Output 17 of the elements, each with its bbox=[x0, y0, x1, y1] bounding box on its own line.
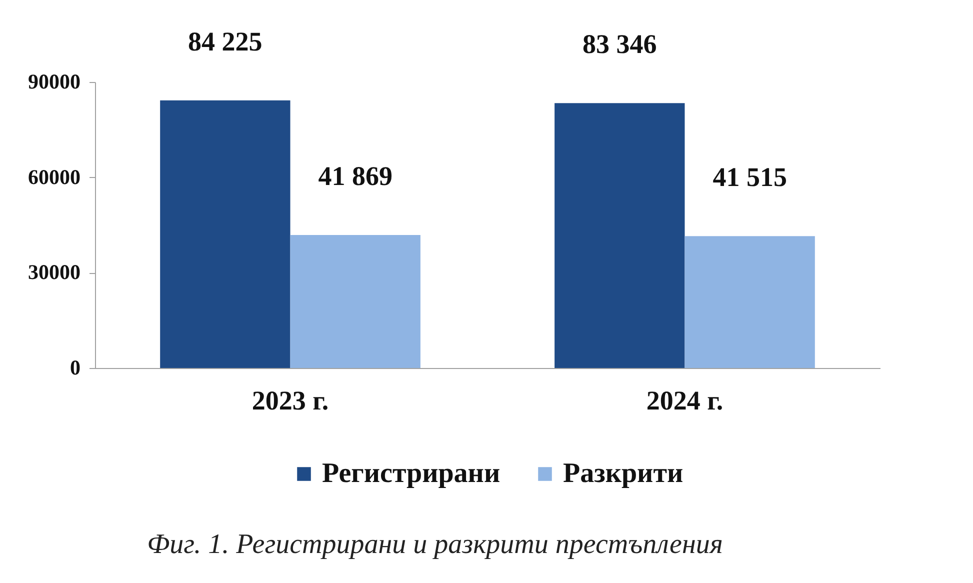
data-label: 83 346 bbox=[582, 29, 657, 60]
data-label: 41 869 bbox=[318, 160, 392, 191]
y-tick-label: 60000 bbox=[28, 164, 80, 189]
bar bbox=[160, 100, 290, 368]
bar bbox=[554, 103, 685, 368]
bar bbox=[290, 234, 420, 368]
legend-label: Регистрирани bbox=[322, 458, 500, 489]
x-tick-label: 2023 г. bbox=[252, 386, 329, 416]
bar bbox=[684, 236, 815, 368]
text: Фиг. 1. Регистрирани и разкрити престъпления bbox=[147, 529, 723, 560]
x-tick-label: 2024 г. bbox=[646, 386, 724, 416]
legend-label: Разкрити bbox=[563, 458, 684, 489]
y-tick-label: 0 bbox=[70, 356, 80, 380]
y-tick-label: 30000 bbox=[28, 260, 80, 284]
data-label: 84 225 bbox=[188, 26, 262, 56]
y-tick-label: 90000 bbox=[28, 70, 80, 94]
data-label: 41 515 bbox=[712, 162, 787, 192]
